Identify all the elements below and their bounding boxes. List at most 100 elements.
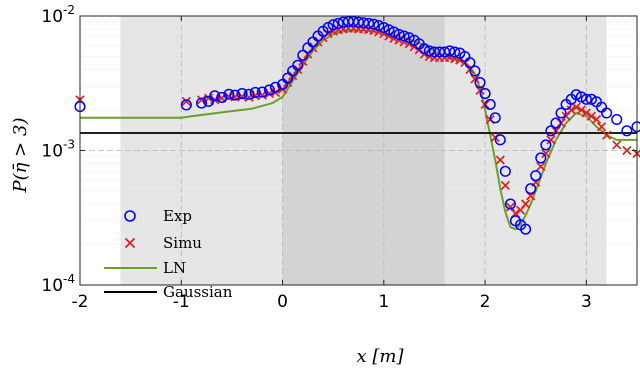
exp-point [611,113,623,126]
exp-point [621,125,633,137]
exp-point [243,88,255,100]
exp-point [388,26,400,38]
exp-point [550,117,562,129]
legend-exp-label: Exp [163,207,192,225]
simu-point [490,132,500,143]
x-tick-label: -2 [72,292,89,312]
legend-ln-label: LN [163,259,186,277]
simu-point [500,180,510,191]
exp-point [363,17,375,30]
exp-point [504,198,516,210]
exp-point [292,59,304,71]
x-tick-label: 1 [378,292,389,312]
y-tick-label: 10-2 [41,3,75,27]
legend-entry-gaussian: Gaussian [104,283,233,301]
x-tick-label: -1 [173,292,190,312]
simu-point [602,130,612,140]
exp-point [180,99,192,111]
exp-point [263,84,275,96]
simu-point [566,105,576,115]
simu-point [495,155,505,165]
exp-point [368,18,380,30]
simu-point [181,96,191,106]
simu-point [571,102,581,112]
y-axis-label: P(η̄ > 3) [10,118,31,194]
simu-point [394,35,404,45]
y-tick-exponent: -4 [63,272,75,286]
exp-point [269,81,282,93]
exp-point [327,19,339,31]
exp-point [520,223,532,235]
legend-gaussian-label: Gaussian [163,283,233,301]
exp-point [393,28,405,40]
simu-point [520,199,531,209]
exp-point [203,95,215,107]
x-tick-label: 0 [277,292,288,312]
exp-point [378,22,390,34]
simu-point [470,74,480,84]
legend: Exp Simu LN Gaussian [104,207,233,301]
exp-point [469,65,481,77]
legend-entry-ln: LN [104,259,186,277]
exp-point [631,121,640,133]
exp-point [332,17,344,30]
exp-point [494,134,506,146]
exp-point [530,170,542,182]
exp-point [209,90,221,102]
exp-point [256,86,268,98]
simu-point [586,111,597,121]
exp-point [229,89,241,101]
exp-point [535,152,547,164]
x-axis-label: x [m] [357,346,405,367]
exp-series-markers [74,15,640,235]
exp-point [601,107,613,119]
exp-point [585,93,597,105]
y-tick-base: 10 [41,276,63,296]
exp-point [449,46,461,58]
x-tick-label: 2 [480,292,491,312]
legend-simu-marker [124,237,136,249]
y-tick-exponent: -2 [63,3,75,17]
simu-point [379,28,389,39]
simu-point [536,161,546,172]
simu-point [612,140,622,150]
exp-point [575,91,587,103]
exp-point [555,107,567,119]
exp-point [464,57,476,69]
exp-point [282,72,294,84]
y-tick-label: 10-4 [41,272,75,296]
exp-point [479,88,491,100]
exp-point [236,88,248,100]
exp-point [525,183,537,195]
legend-exp-marker [124,210,136,222]
simu-point [546,135,556,145]
exp-point [474,77,486,89]
legend-entry-exp: Exp [124,207,192,225]
exp-point [540,139,552,151]
simu-point [505,202,516,212]
exp-point [398,30,410,42]
y-tick-base: 10 [41,142,63,162]
exp-point [223,88,235,100]
simu-point [622,145,632,156]
exp-point [545,125,557,137]
exp-point [499,165,511,177]
exp-point [249,86,261,99]
exp-point [216,91,228,103]
y-tick-exponent: -3 [63,138,75,152]
simu-point [475,85,485,95]
plot-series [74,15,640,235]
exp-point [195,97,208,109]
y-tick-label: 10-3 [41,138,75,162]
legend-simu-label: Simu [163,234,202,252]
exp-point [444,45,456,57]
axis-ticks: -2 -1 0 1 2 310-410-310-2 [41,3,637,312]
simu-point [591,114,602,125]
x-tick-label: 3 [581,292,592,312]
exp-point [570,89,582,101]
simu-point [541,148,551,159]
exp-point [297,49,309,61]
exp-point [484,98,496,110]
y-tick-base: 10 [41,7,63,27]
